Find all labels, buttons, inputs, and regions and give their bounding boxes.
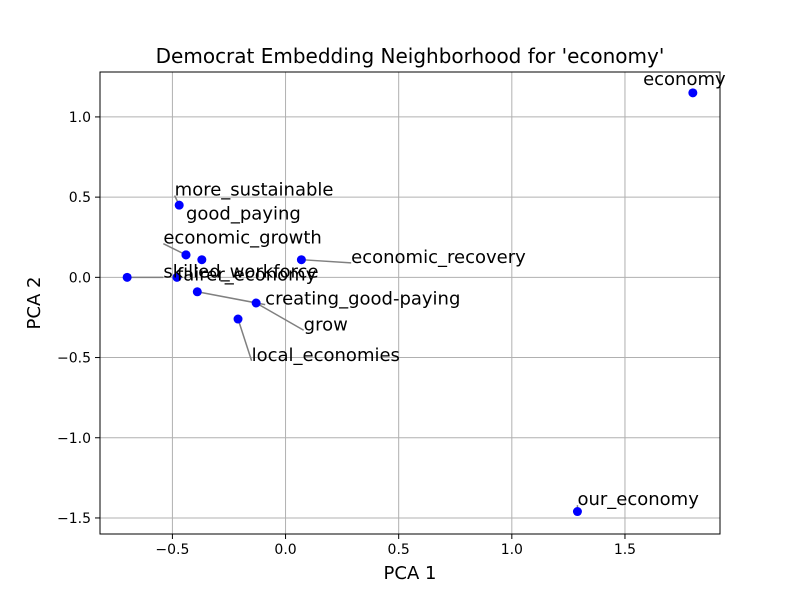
point-label: our_economy <box>577 489 699 510</box>
y-tick-label: −1.5 <box>57 511 91 527</box>
point-label: local_economies <box>252 345 400 366</box>
point-label: creating_good-paying <box>265 289 460 310</box>
x-axis-label: PCA 1 <box>384 563 437 584</box>
x-tick-label: 1.0 <box>501 542 523 558</box>
data-point <box>251 298 261 308</box>
chart-title: Democrat Embedding Neighborhood for 'eco… <box>156 44 665 68</box>
data-point <box>172 272 182 282</box>
axis-ticks: −0.5 0.0 0.5 1.0 1.5 −1.5 −1.0 −0.5 0.0 0.5 1.0 <box>57 110 636 558</box>
x-tick-label: 0.5 <box>388 542 410 558</box>
plot-frame <box>99 71 721 535</box>
data-points <box>122 88 698 517</box>
data-point <box>572 507 582 517</box>
point-labels: economy more_sustainable good_payingeconom… <box>163 69 726 510</box>
y-tick-label: −1.0 <box>57 431 91 447</box>
data-point <box>233 314 243 324</box>
data-point <box>192 287 202 297</box>
point-label: fairer_economy <box>177 265 317 286</box>
data-point <box>296 255 306 265</box>
gridlines <box>100 72 720 534</box>
data-point <box>181 250 191 260</box>
point-label: more_sustainable <box>175 180 334 201</box>
y-tick-label: 1.0 <box>69 110 91 126</box>
y-axis-label: PCA 2 <box>24 277 45 330</box>
point-label: skilled_workforce <box>163 261 318 282</box>
point-label: grow <box>304 314 348 335</box>
y-tick-label: −0.5 <box>57 351 91 367</box>
data-point <box>174 200 184 210</box>
x-tick-label: 1.5 <box>614 542 636 558</box>
point-label: economic_recovery <box>351 247 526 268</box>
data-point <box>688 88 698 98</box>
data-point <box>197 255 207 265</box>
y-tick-label: 0.0 <box>69 270 91 286</box>
x-tick-label: −0.5 <box>155 542 189 558</box>
label-connector <box>255 302 305 331</box>
x-tick-label: 0.0 <box>274 542 296 558</box>
label-connector <box>237 318 253 361</box>
point-label: economic_growth <box>163 228 321 249</box>
point-label: good_paying <box>186 204 301 225</box>
y-tick-label: 0.5 <box>69 190 91 206</box>
point-label: economy <box>643 69 726 90</box>
data-point <box>122 272 132 282</box>
label-connector <box>301 258 352 264</box>
